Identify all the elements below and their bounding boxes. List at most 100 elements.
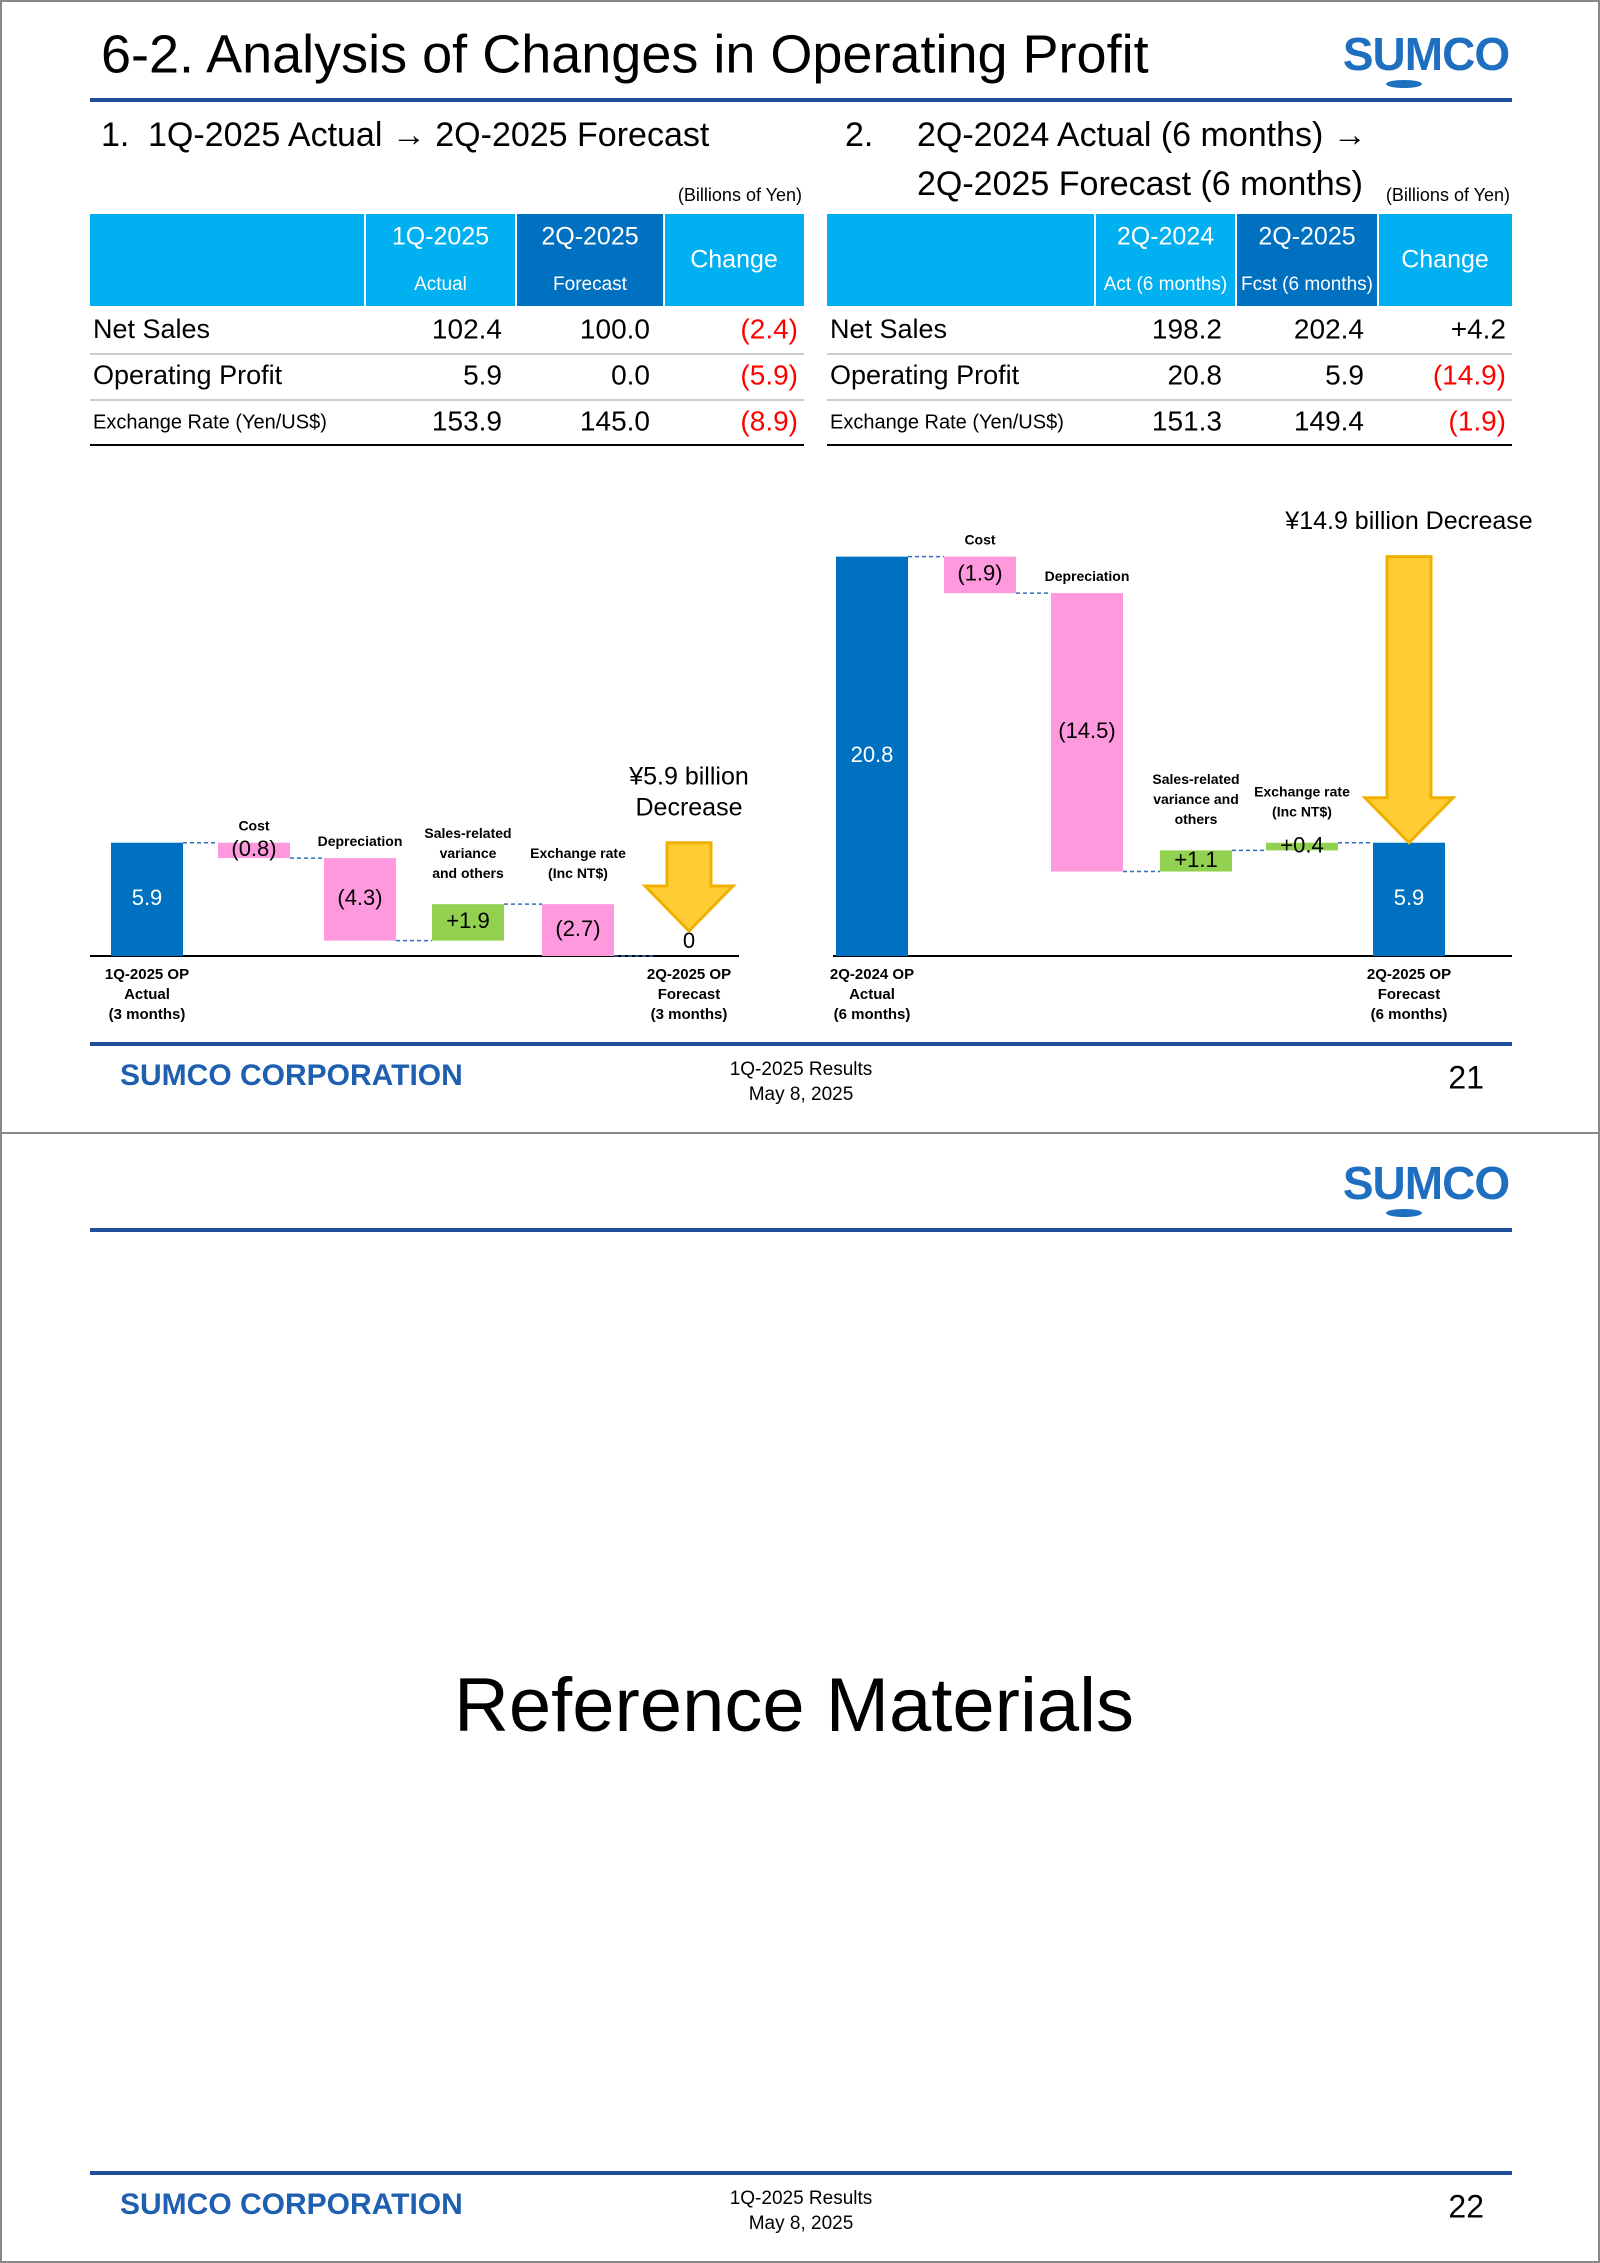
waterfall-bar [1160,850,1232,872]
row-label: Net Sales [93,314,210,344]
table-cell: 5.9 [463,359,502,390]
footer-event: 1Q-2025 Results [730,1059,873,1080]
section-heading: 1Q-2025 Actual → 2Q-2025 Forecast [148,116,710,154]
table-cell: 20.8 [1168,359,1223,390]
category-label: Exchange rate [530,845,626,861]
section-number: 1. [101,116,129,154]
value-label: (2.7) [555,916,600,941]
category-label: Actual [849,986,895,1003]
table-header [827,214,1512,306]
waterfall-bar [1373,842,1445,956]
header-cell: Act (6 months) [1104,274,1228,295]
value-label: 20.8 [851,742,894,767]
category-label: and others [432,865,504,881]
header-cell: Change [1401,246,1489,274]
page-number: 21 [1448,1059,1484,1095]
waterfall-bar [111,842,183,956]
category-label: Actual [124,986,170,1003]
table-cell: 149.4 [1294,405,1364,436]
value-label: +1.1 [1174,847,1217,872]
slide-title: 6-2. Analysis of Changes in Operating Pr… [101,24,1149,84]
row-label: Net Sales [830,314,947,344]
waterfall-bar [542,904,614,956]
value-label: 0 [683,928,695,953]
logo: SUMCO [1343,28,1509,80]
unit-note: (Billions of Yen) [1386,185,1510,205]
table-cell: 202.4 [1294,313,1364,344]
category-label: 2Q-2025 OP [647,966,731,983]
category-label: others [1175,811,1218,827]
table-cell: (1.9) [1448,405,1506,436]
category-label: (6 months) [834,1006,911,1023]
footer-event: May 8, 2025 [749,2213,854,2234]
table-header-highlight [1237,214,1377,306]
category-label: Forecast [658,986,721,1003]
header-cell: 1Q-2025 [392,223,489,251]
category-label: 2Q-2024 OP [830,966,914,983]
header-cell: Actual [414,274,467,295]
category-label: 2Q-2025 OP [1367,966,1451,983]
decrease-arrow [641,841,737,934]
header-cell: Forecast [553,274,628,295]
unit-note: (Billions of Yen) [678,185,802,205]
logo: SUMCO [1343,1157,1509,1209]
category-label: Depreciation [1045,568,1130,584]
header-cell: 2Q-2025 [1258,223,1355,251]
category-label: variance and [1153,791,1239,807]
footer-company: SUMCO CORPORATION [120,2188,463,2221]
table-cell: 0.0 [611,359,650,390]
category-label: Forecast [1378,986,1441,1003]
table-cell: 153.9 [432,405,502,436]
category-label: Cost [964,531,995,547]
decrease-arrow [1361,555,1457,845]
value-label: 5.9 [1394,885,1425,910]
value-label: (4.3) [337,885,382,910]
table-cell: (8.9) [740,405,798,436]
category-label: Sales-related [424,825,511,841]
annotation: ¥5.9 billion [628,762,749,790]
category-label: variance [440,845,497,861]
logo-mark [1386,80,1422,88]
table-cell: (14.9) [1433,359,1506,390]
category-label: (6 months) [1371,1006,1448,1023]
category-label: (3 months) [651,1006,728,1023]
waterfall-bar [218,842,290,859]
value-label: (1.9) [957,561,1002,586]
table-cell: (2.4) [740,313,798,344]
header-cell: 2Q-2025 [541,223,638,251]
row-label: Operating Profit [93,360,283,390]
slide-title: Reference Materials [454,1663,1134,1748]
waterfall-bar [1266,842,1338,851]
row-label: Operating Profit [830,360,1020,390]
value-label: 5.9 [132,885,163,910]
section-number: 2. [845,116,873,154]
row-label: Exchange Rate (Yen/US$) [830,411,1064,433]
footer-event: May 8, 2025 [749,1084,854,1105]
page-number: 22 [1448,2188,1484,2224]
row-label: Exchange Rate (Yen/US$) [93,411,327,433]
value-label: +1.9 [446,908,489,933]
value-label: (14.5) [1058,718,1115,743]
table-cell: 102.4 [432,313,502,344]
table-cell: 5.9 [1325,359,1364,390]
table-cell: 145.0 [580,405,650,436]
annotation: ¥14.9 billion Decrease [1284,507,1532,535]
waterfall-bar [432,904,504,941]
value-label: +0.4 [1280,832,1323,857]
category-label: (Inc NT$) [548,865,608,881]
table-cell: 198.2 [1152,313,1222,344]
table-cell: +4.2 [1451,313,1506,344]
category-label: 1Q-2025 OP [105,966,189,983]
header-cell: 2Q-2024 [1117,223,1214,251]
footer-company: SUMCO CORPORATION [120,1059,463,1092]
category-label: (Inc NT$) [1272,803,1332,819]
section-heading: 2Q-2025 Forecast (6 months) [917,165,1363,203]
table-cell: 151.3 [1152,405,1222,436]
category-label: Exchange rate [1254,783,1350,799]
category-label: Depreciation [318,833,403,849]
annotation: Decrease [636,793,743,821]
category-label: Cost [238,817,269,833]
table-header-highlight [517,214,663,306]
